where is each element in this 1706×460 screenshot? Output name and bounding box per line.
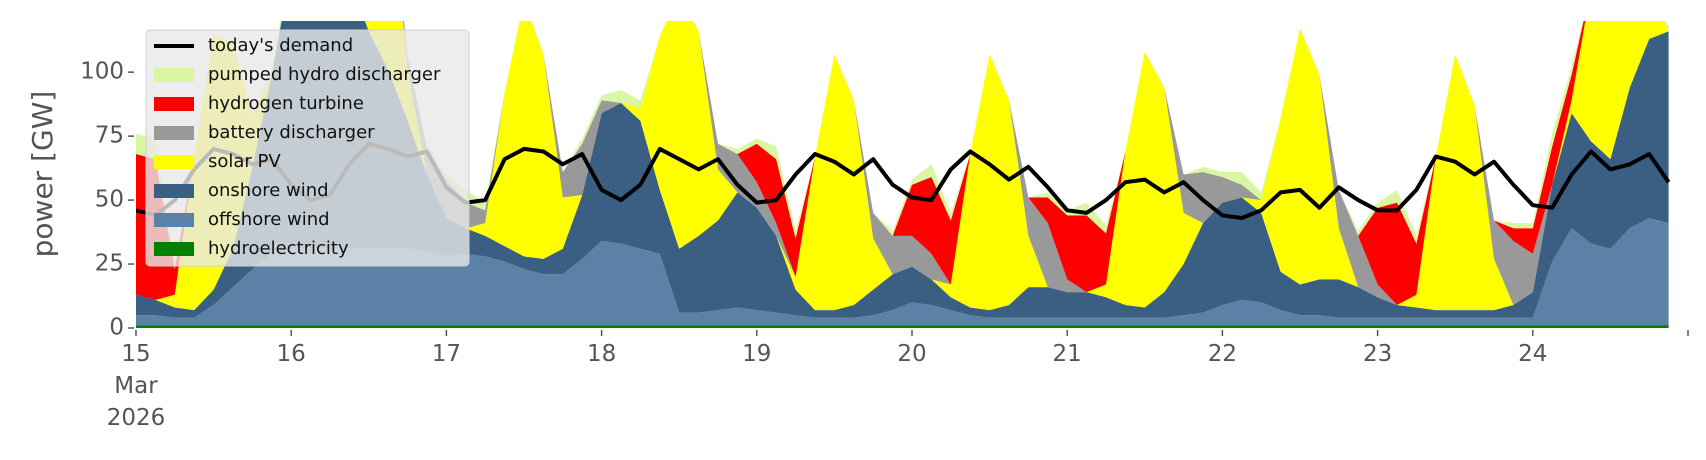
legend-label: onshore wind (208, 180, 329, 201)
x-tick-label: 23 (1362, 341, 1393, 367)
area (136, 21, 1669, 305)
x-tick-label: 18 (586, 341, 617, 367)
y-tick-label: 25 (95, 251, 124, 277)
x-tick-label: 22 (1207, 341, 1238, 367)
y-axis-label: power [GW] (26, 91, 59, 258)
y-tick-label: 0 (109, 315, 124, 341)
legend-swatch (154, 68, 194, 82)
legend: today's demand pumped hydro discharger hyd… (145, 29, 470, 267)
area (136, 21, 1669, 311)
legend-swatch (154, 126, 194, 140)
legend-label: today's demand (208, 35, 353, 56)
legend-swatch (154, 242, 194, 256)
legend-swatch (154, 213, 194, 227)
x-tick-label: 17 (431, 341, 462, 367)
legend-label: solar PV (208, 151, 281, 172)
x-tick-label: 20 (897, 341, 927, 367)
legend-label: hydroelectricity (208, 238, 349, 259)
legend-swatch (154, 184, 194, 198)
legend-label: pumped hydro discharger (208, 64, 441, 85)
legend-swatch (154, 97, 194, 111)
x-tick-label: 24 (1518, 341, 1548, 367)
legend-label: hydrogen turbine (208, 93, 364, 114)
x-tick-label: 19 (742, 341, 772, 367)
y-tick-label: 75 (95, 123, 124, 149)
x-tick-label: 21 (1052, 341, 1082, 367)
legend-swatch (154, 155, 194, 169)
area (136, 325, 1669, 328)
x-tick-label: 16 (276, 341, 306, 367)
legend-label: battery discharger (208, 122, 375, 143)
legend-label: offshore wind (208, 209, 330, 230)
y-tick-label: 100 (80, 59, 124, 85)
x-tick-label: 15 Mar 2026 (106, 341, 166, 431)
y-tick-label: 50 (95, 187, 124, 213)
legend-box (145, 29, 470, 267)
area (136, 217, 1669, 326)
